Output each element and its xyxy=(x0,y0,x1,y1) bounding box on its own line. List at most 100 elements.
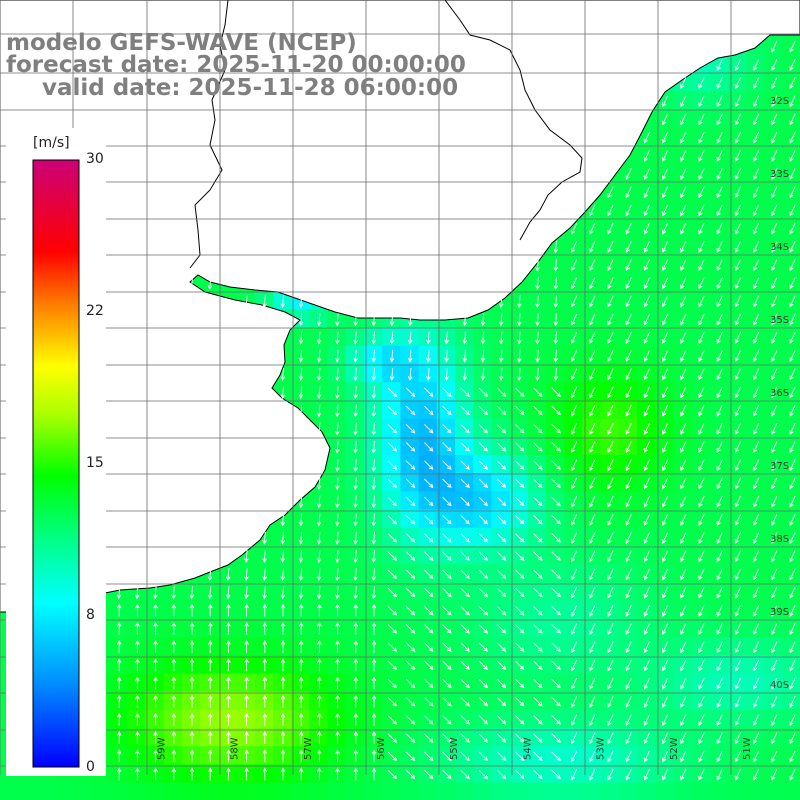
wind-cell xyxy=(746,564,765,583)
wind-arrow xyxy=(625,641,632,654)
wind-cell xyxy=(509,327,529,347)
wind-cell xyxy=(673,345,693,365)
wind-arrow xyxy=(771,677,778,690)
wind-arrow xyxy=(405,587,416,598)
wind-arrow xyxy=(405,478,416,489)
wind-arrow xyxy=(607,332,614,344)
wind-arrow xyxy=(589,241,596,253)
wind-arrow xyxy=(189,603,195,617)
longitude-label: 56W xyxy=(376,737,387,760)
wind-arrow xyxy=(405,533,416,543)
wind-arrow xyxy=(752,168,760,181)
wind-cell xyxy=(582,254,602,274)
wind-arrow xyxy=(698,113,705,126)
wind-cell xyxy=(709,527,729,547)
wind-arrow xyxy=(752,568,760,581)
wind-arrow xyxy=(478,624,489,634)
longitude-label: 53W xyxy=(596,737,607,760)
wind-arrow xyxy=(153,731,158,744)
wind-arrow xyxy=(661,477,669,490)
wind-arrow xyxy=(553,349,559,363)
wind-arrow xyxy=(478,533,489,543)
wind-arrow xyxy=(789,77,796,90)
wind-arrow xyxy=(535,295,540,309)
wind-arrow xyxy=(789,222,796,235)
wind-arrow xyxy=(189,712,195,726)
wind-cell xyxy=(273,728,292,747)
wind-arrow xyxy=(153,712,158,726)
wind-arrow xyxy=(716,204,723,217)
wind-arrow xyxy=(698,350,705,363)
wind-cell xyxy=(782,418,800,438)
wind-arrow xyxy=(643,368,650,381)
wind-arrow xyxy=(607,714,614,727)
wind-arrow xyxy=(153,767,158,781)
wind-arrow xyxy=(698,714,705,727)
wind-cell xyxy=(345,709,365,729)
wind-arrow xyxy=(698,586,705,599)
wind-cell xyxy=(582,564,602,583)
wind-cell xyxy=(564,236,583,256)
wind-arrow xyxy=(752,514,760,526)
wind-arrow xyxy=(389,349,395,363)
wind-cell xyxy=(782,782,800,800)
wind-arrow xyxy=(625,459,632,472)
wind-cell xyxy=(309,382,329,401)
wind-arrow xyxy=(515,697,525,707)
wind-cell xyxy=(709,182,729,201)
wind-arrow xyxy=(789,768,796,781)
wind-arrow xyxy=(716,532,723,545)
wind-arrow xyxy=(316,513,322,527)
wind-cell xyxy=(509,364,529,383)
wind-cell xyxy=(655,564,674,583)
wind-arrow xyxy=(716,568,723,581)
wind-arrow xyxy=(225,568,231,582)
wind-arrow xyxy=(515,496,525,507)
wind-arrow xyxy=(207,749,213,763)
wind-arrow xyxy=(734,641,741,654)
wind-cell xyxy=(764,200,784,219)
wind-cell xyxy=(273,618,292,638)
wind-cell xyxy=(546,364,565,383)
wind-arrow xyxy=(680,586,687,599)
wind-cell xyxy=(746,455,765,474)
wind-cell xyxy=(109,618,128,638)
wind-arrow xyxy=(734,714,741,727)
wind-arrow xyxy=(496,424,507,434)
wind-cell xyxy=(345,527,365,547)
wind-arrow xyxy=(589,477,596,490)
wind-cell xyxy=(145,600,165,620)
wind-cell xyxy=(509,345,529,365)
wind-arrow xyxy=(189,640,195,653)
wind-cell xyxy=(746,637,765,656)
wind-arrow xyxy=(643,150,650,162)
wind-cell xyxy=(782,109,800,128)
wind-arrow xyxy=(589,605,596,617)
wind-cell xyxy=(673,564,693,583)
wind-arrow xyxy=(442,478,452,489)
wind-arrow xyxy=(389,331,395,345)
wind-arrow xyxy=(680,404,687,417)
wind-arrow xyxy=(771,313,778,326)
wind-arrow xyxy=(551,587,561,598)
wind-cell xyxy=(618,273,638,292)
wind-arrow xyxy=(353,568,358,582)
wind-cell xyxy=(364,527,383,547)
wind-cell xyxy=(782,691,800,711)
wind-cell xyxy=(364,491,383,511)
wind-cell xyxy=(709,400,729,420)
wind-arrow xyxy=(353,603,359,617)
wind-arrow xyxy=(680,168,687,181)
wind-arrow xyxy=(371,440,377,454)
wind-arrow xyxy=(498,331,504,345)
wind-arrow xyxy=(316,422,322,436)
wind-cell xyxy=(527,782,547,800)
wind-cell xyxy=(764,436,784,456)
wind-arrow xyxy=(424,678,434,689)
wind-arrow xyxy=(316,331,322,345)
wind-arrow xyxy=(771,514,778,526)
wind-arrow xyxy=(298,767,304,781)
wind-arrow xyxy=(734,404,741,417)
wind-cell xyxy=(673,527,693,547)
wind-arrow xyxy=(734,95,741,108)
